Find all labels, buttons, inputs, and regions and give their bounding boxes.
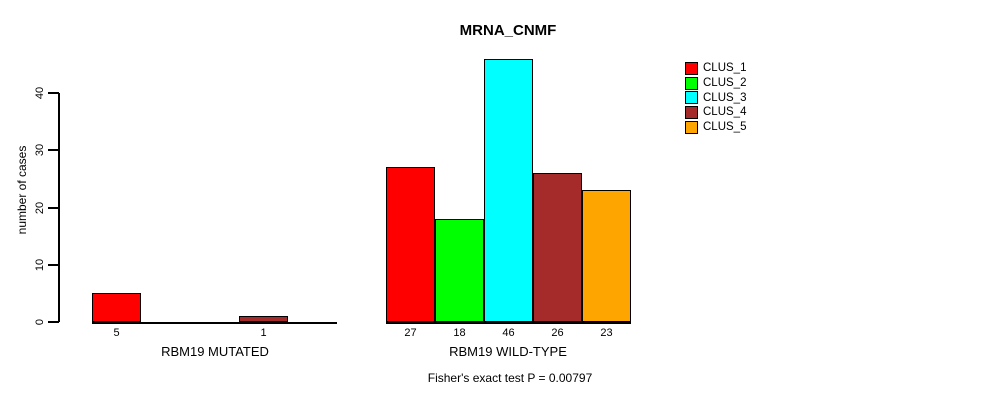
chart-title: MRNA_CNMF (459, 22, 557, 39)
legend-label: CLUS_1 (703, 62, 747, 75)
bar-value-label: 27 (404, 327, 417, 339)
bar-value-label: 23 (600, 327, 613, 339)
y-tick-label: 30 (34, 144, 46, 157)
bar-clus_1 (386, 167, 435, 322)
legend-swatch-clus_5 (685, 120, 698, 134)
fisher-test-annotation: Fisher's exact test P = 0.00797 (427, 371, 593, 385)
bar-clus_4 (239, 316, 288, 322)
bar-clus_5 (582, 190, 631, 322)
y-tick-label: 20 (34, 201, 46, 214)
y-tick-mark (48, 263, 59, 266)
legend-item: CLUS_3 (685, 90, 746, 105)
bar-clus_4 (533, 173, 582, 322)
bar-value-label: 5 (113, 327, 120, 339)
bar-value-label: 46 (502, 327, 515, 339)
legend-item: CLUS_4 (685, 105, 746, 120)
y-tick-label: 0 (34, 318, 46, 326)
bar-value-label: 1 (260, 327, 267, 339)
bar-clus_2 (435, 218, 484, 322)
y-tick-mark (48, 206, 59, 209)
legend-swatch-clus_4 (685, 105, 698, 119)
y-tick-label: 40 (34, 86, 46, 100)
legend: CLUS_1 CLUS_2 CLUS_3 CLUS_4 CLUS_5 (685, 61, 746, 134)
group-baseline (92, 322, 337, 324)
legend-label: CLUS_3 (703, 91, 747, 104)
legend-item: CLUS_1 (685, 61, 746, 76)
legend-label: CLUS_2 (703, 77, 747, 90)
group-baseline (386, 322, 631, 324)
y-axis-line (58, 93, 60, 322)
legend-swatch-clus_3 (685, 91, 698, 105)
bar-value-label: 18 (453, 327, 466, 339)
legend-swatch-clus_1 (685, 61, 698, 75)
y-tick-label: 10 (34, 258, 46, 271)
y-axis-title: number of cases (15, 145, 29, 235)
y-tick-mark (48, 149, 59, 152)
legend-label: CLUS_4 (703, 106, 747, 119)
legend-item: CLUS_5 (685, 120, 746, 135)
legend-label: CLUS_5 (703, 121, 747, 134)
y-tick-mark (48, 321, 59, 323)
group-label-rbm19-mutated: RBM19 MUTATED (161, 344, 269, 359)
bar-value-label: 26 (551, 327, 564, 339)
legend-swatch-clus_2 (685, 76, 698, 90)
legend-item: CLUS_2 (685, 76, 746, 91)
y-tick-mark (48, 92, 59, 94)
bar-clus_3 (484, 58, 533, 322)
bar-clus_1 (92, 293, 141, 322)
group-label-rbm19-wild-type: RBM19 WILD-TYPE (449, 344, 567, 359)
